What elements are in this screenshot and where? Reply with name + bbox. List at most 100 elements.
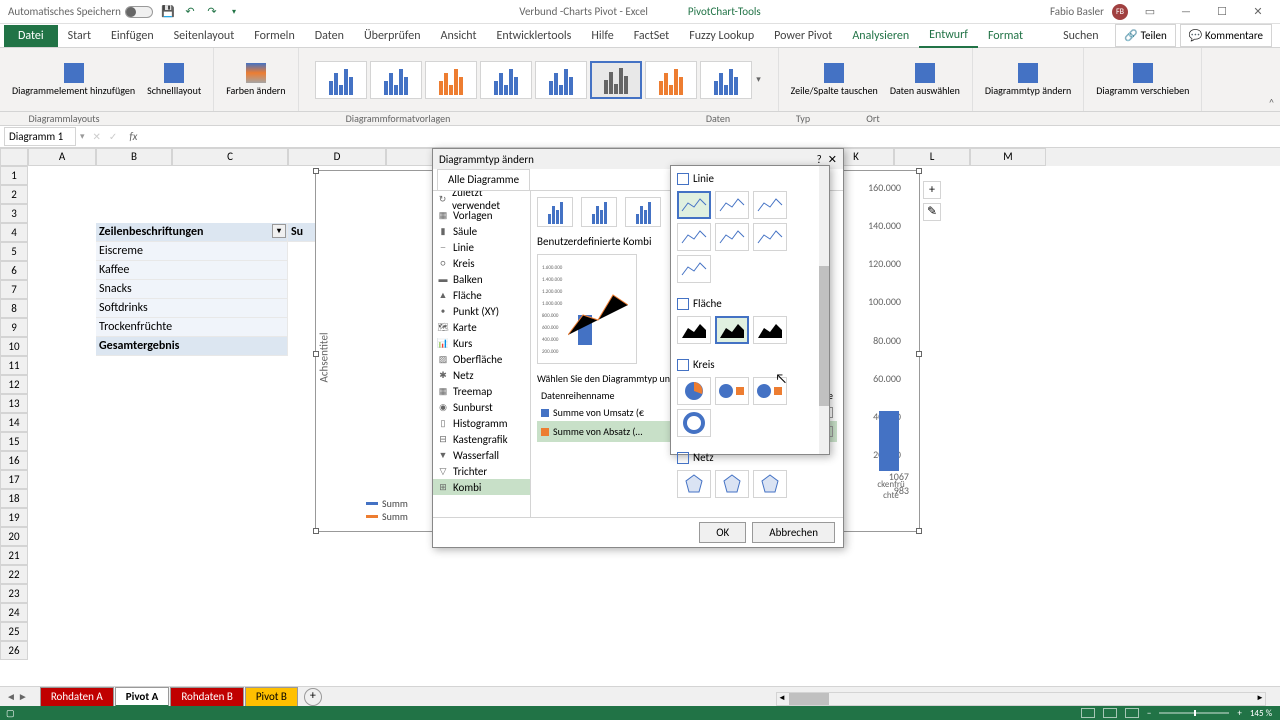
add-sheet-button[interactable]: + [304,688,322,706]
flyout-chart-item[interactable] [753,470,787,498]
chart-style-item[interactable] [645,61,697,99]
chart-style-item[interactable] [700,61,752,99]
row-header[interactable]: 10 [0,337,28,356]
select-data-button[interactable]: Daten auswählen [886,61,964,98]
zoom-in-icon[interactable]: + [1237,708,1241,719]
styles-more-icon[interactable]: ▾ [756,74,761,85]
tab-fuzzy[interactable]: Fuzzy Lookup [679,25,764,47]
chart-category-item[interactable]: ▯Histogramm [433,415,530,431]
change-colors-button[interactable]: Farben ändern [222,61,289,98]
row-header[interactable]: 1 [0,166,28,185]
add-chart-element-button[interactable]: Diagrammelement hinzufügen [8,61,139,98]
flyout-chart-item[interactable] [677,316,711,344]
row-header[interactable]: 18 [0,489,28,508]
row-header[interactable]: 6 [0,261,28,280]
flyout-chart-item[interactable] [715,223,749,251]
chart-category-item[interactable]: ─Linie [433,239,530,255]
tab-search[interactable]: Suchen [1053,25,1108,47]
row-header[interactable]: 26 [0,641,28,660]
chart-category-item[interactable]: 📊Kurs [433,335,530,351]
user-avatar[interactable]: FB [1112,4,1128,20]
quick-layout-button[interactable]: Schnelllayout [143,61,205,98]
chart-category-item[interactable]: ◉Sunburst [433,399,530,415]
row-header[interactable]: 13 [0,394,28,413]
formula-input[interactable] [145,135,1280,139]
maximize-icon[interactable]: ☐ [1208,2,1236,22]
dialog-help-icon[interactable]: ? [817,153,822,166]
column-header[interactable]: C [172,148,288,166]
cancel-button[interactable]: Abbrechen [752,522,835,543]
qat-more-icon[interactable]: ▾ [227,5,241,19]
chart-category-item[interactable]: ▬Balken [433,271,530,287]
tab-review[interactable]: Überprüfen [354,25,431,47]
chart-style-item[interactable] [535,61,587,99]
flyout-chart-item[interactable] [715,191,749,219]
row-header[interactable]: 25 [0,622,28,641]
chart-category-item[interactable]: ⊞Kombi [433,479,530,495]
tab-insert[interactable]: Einfügen [101,25,164,47]
dialog-close-icon[interactable]: ✕ [828,153,837,166]
zoom-out-icon[interactable]: − [1147,708,1151,719]
ok-button[interactable]: OK [699,522,746,543]
chart-category-item[interactable]: 🗺Karte [433,319,530,335]
row-header[interactable]: 7 [0,280,28,299]
sheet-tab[interactable]: Rohdaten A [40,687,114,707]
chart-category-item[interactable]: ▲Fläche [433,287,530,303]
column-header[interactable]: A [28,148,96,166]
row-header[interactable]: 12 [0,375,28,394]
tab-help[interactable]: Hilfe [581,25,623,47]
pivot-row-item[interactable]: Eiscreme [96,242,288,261]
ribbon-options-icon[interactable]: ▭ [1136,2,1164,22]
chart-category-item[interactable]: ⊟Kastengrafik [433,431,530,447]
column-header[interactable]: L [894,148,970,166]
chart-subtype-item[interactable] [537,197,573,227]
row-header[interactable]: 15 [0,432,28,451]
column-header[interactable]: B [96,148,172,166]
column-header[interactable]: D [288,148,386,166]
row-header[interactable]: 11 [0,356,28,375]
column-header[interactable]: M [970,148,1046,166]
pivot-grand-total[interactable]: Gesamtergebnis [96,337,288,356]
close-icon[interactable]: ✕ [1244,2,1272,22]
row-header[interactable]: 4 [0,223,28,242]
tab-data[interactable]: Daten [305,25,354,47]
chart-category-item[interactable]: ▽Trichter [433,463,530,479]
chart-subtype-item[interactable] [625,197,661,227]
flyout-chart-item[interactable] [677,470,711,498]
cancel-formula-icon[interactable]: ✕ [89,130,105,143]
row-header[interactable]: 21 [0,546,28,565]
sheet-nav-next-icon[interactable]: ► [18,690,28,703]
row-header[interactable]: 20 [0,527,28,546]
tab-start[interactable]: Start [58,25,101,47]
collapse-ribbon-icon[interactable]: ^ [1269,96,1274,109]
minimize-icon[interactable]: — [1172,2,1200,22]
namebox-dropdown-icon[interactable]: ▾ [76,131,89,142]
pivot-row-item[interactable]: Kaffee [96,261,288,280]
row-header[interactable]: 19 [0,508,28,527]
chart-style-item[interactable] [315,61,367,99]
row-header[interactable]: 23 [0,584,28,603]
chart-category-item[interactable]: ↻Zuletzt verwendet [433,191,530,207]
row-header[interactable]: 14 [0,413,28,432]
view-pagelayout-icon[interactable] [1103,708,1117,718]
autosave-toggle[interactable]: Automatisches Speichern [8,5,153,18]
row-header[interactable]: 24 [0,603,28,622]
sheet-nav-prev-icon[interactable]: ◄ [6,690,16,703]
chart-elements-icon[interactable]: + [923,181,941,199]
tab-pagelayout[interactable]: Seitenlayout [164,25,245,47]
select-all-corner[interactable] [0,148,28,166]
flyout-chart-item[interactable] [753,223,787,251]
chart-styles-icon[interactable]: ✎ [923,203,941,221]
row-header[interactable]: 17 [0,470,28,489]
tab-analyze[interactable]: Analysieren [842,25,919,47]
flyout-scrollbar[interactable] [819,266,829,406]
view-normal-icon[interactable] [1081,708,1095,718]
chart-category-item[interactable]: ○Kreis [433,255,530,271]
chart-category-item[interactable]: ▨Oberfläche [433,351,530,367]
tab-design[interactable]: Entwurf [919,24,978,48]
change-chart-type-button[interactable]: Diagrammtyp ändern [981,61,1075,98]
view-pagebreak-icon[interactable] [1125,708,1139,718]
zoom-level[interactable]: 145 % [1250,708,1272,719]
move-chart-button[interactable]: Diagramm verschieben [1092,61,1193,98]
filter-dropdown-icon[interactable]: ▾ [272,224,286,238]
